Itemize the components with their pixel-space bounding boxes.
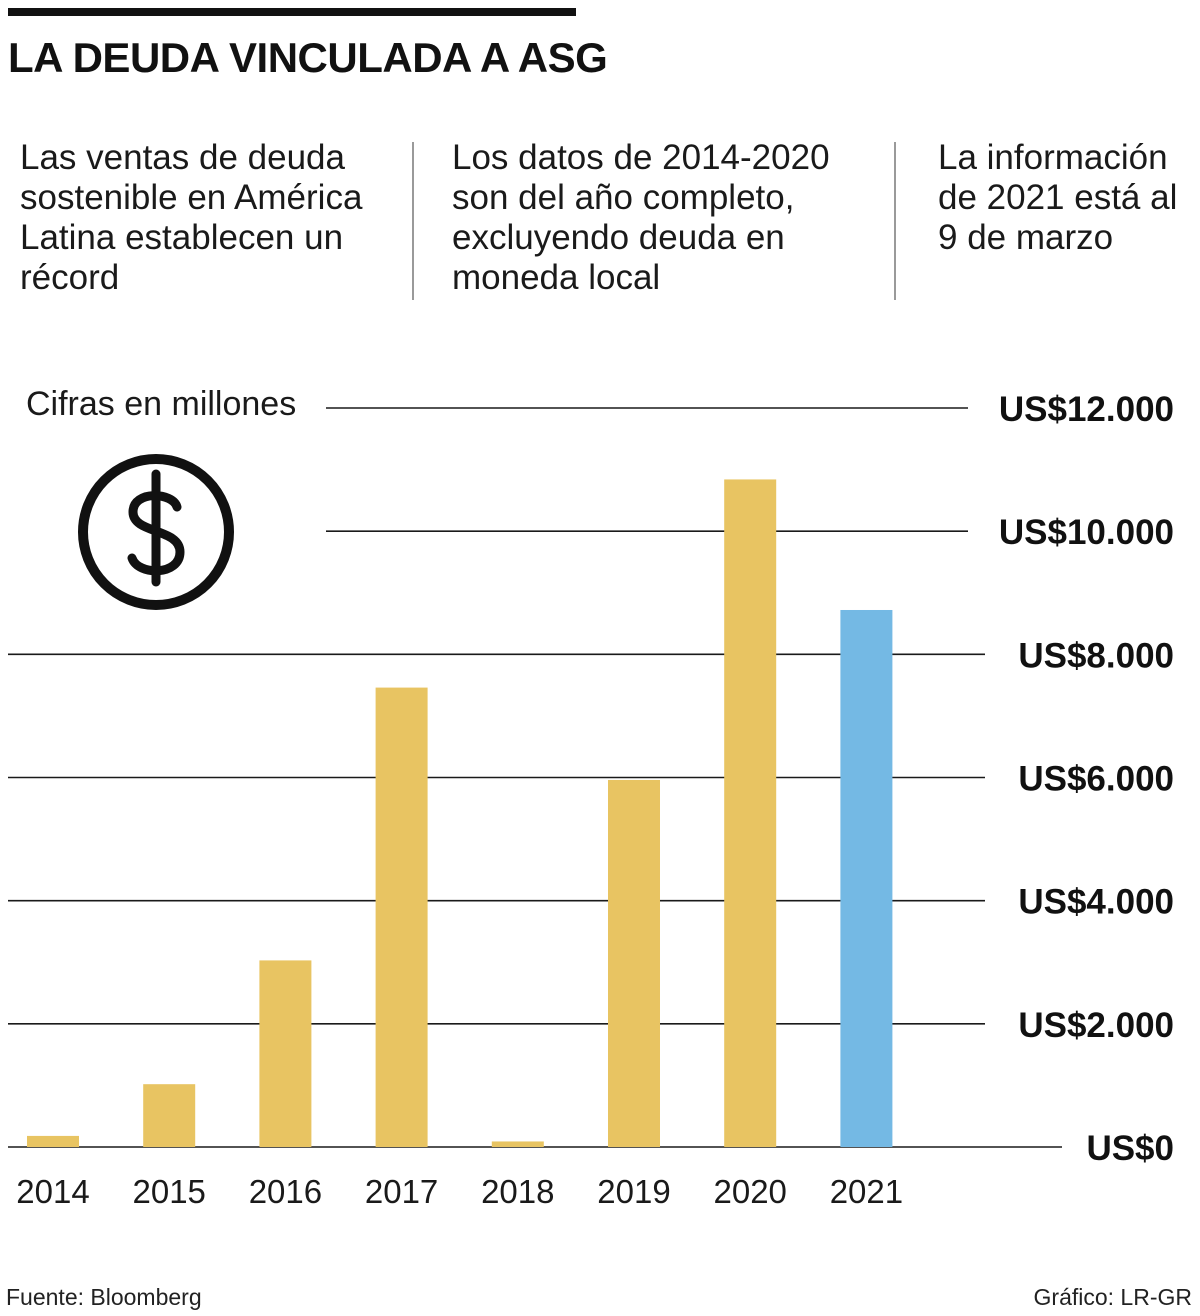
- y-tick-label: US$12.000: [999, 390, 1174, 429]
- bar-2017: [375, 687, 428, 1147]
- x-tick-label: 2016: [249, 1173, 322, 1210]
- chart-title: LA DEUDA VINCULADA A ASG: [8, 34, 608, 81]
- bar-2014: [27, 1135, 79, 1147]
- bar-2018: [491, 1141, 544, 1147]
- bar-2021: [840, 609, 893, 1147]
- y-tick-label: US$4.000: [1018, 883, 1174, 922]
- y-tick-label: US$2.000: [1018, 1006, 1174, 1045]
- source-note: Fuente: Bloomberg: [6, 1284, 202, 1310]
- note-2021-date: La información de 2021 está al 9 de marz…: [938, 138, 1178, 257]
- x-tick-label: 2019: [597, 1173, 670, 1210]
- x-tick-label: 2015: [132, 1173, 205, 1210]
- bar-2015: [143, 1084, 196, 1147]
- x-tick-label: 2017: [365, 1173, 438, 1210]
- bar-2019: [608, 779, 660, 1147]
- note-divider: [894, 142, 896, 300]
- y-tick-label: US$8.000: [1018, 636, 1174, 675]
- x-tick-label: 2018: [481, 1173, 554, 1210]
- x-tick-label: 2020: [713, 1173, 786, 1210]
- bar-2020: [724, 479, 777, 1148]
- graphic-credit: Gráfico: LR-GR: [1033, 1284, 1192, 1310]
- y-tick-label: US$0: [1086, 1129, 1174, 1168]
- note-divider: [412, 142, 414, 300]
- x-tick-label: 2021: [830, 1173, 903, 1210]
- unit-label: Cifras en millones: [26, 385, 297, 423]
- x-tick-label: 2014: [16, 1173, 89, 1210]
- y-tick-label: US$10.000: [999, 513, 1174, 552]
- note-record: Las ventas de deuda sostenible en Améric…: [20, 138, 363, 297]
- note-full-year: Los datos de 2014-2020 son del año compl…: [452, 138, 830, 297]
- dollar-circle-icon: [76, 452, 236, 617]
- bar-2016: [259, 960, 312, 1147]
- top-rule: [8, 8, 576, 16]
- y-tick-label: US$6.000: [1018, 760, 1174, 799]
